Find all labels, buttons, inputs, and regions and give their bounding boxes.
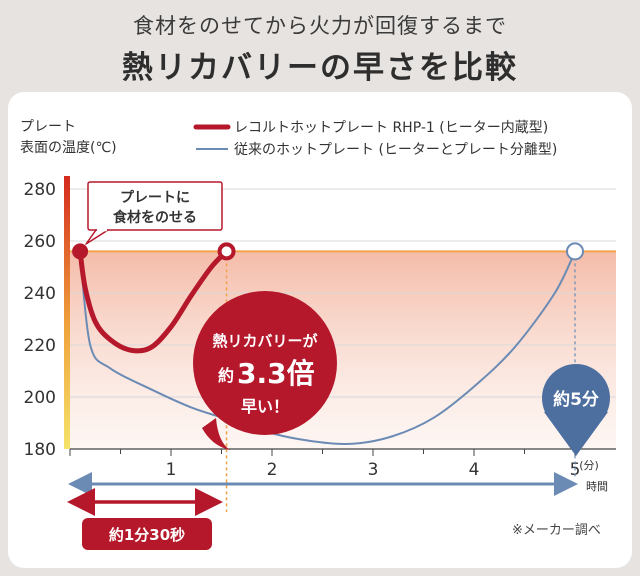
series-line-conventional xyxy=(79,250,576,446)
callout-speed-prefix: 約 xyxy=(218,366,234,385)
series-lines xyxy=(77,248,576,446)
y-tick-label-260: 260 xyxy=(24,232,56,252)
y-tick-labels: 180 200 220 240 260 280 xyxy=(24,180,56,460)
series-points xyxy=(72,242,584,261)
y-axis-label-line1: プレート xyxy=(20,119,76,135)
callout-conventional-time-label: 約5分 xyxy=(553,389,599,410)
callout-place-food: プレートに 食材をのせる xyxy=(85,181,223,245)
x-tick-label-2: 2 xyxy=(267,460,278,480)
x-tick-label-1: 1 xyxy=(166,460,177,480)
point-recolte-end xyxy=(217,242,236,261)
callout-speed-line3: 早い！ xyxy=(241,397,289,416)
y-tick-label-220: 220 xyxy=(24,336,56,356)
callout-place-food-line1: プレートに xyxy=(120,190,190,206)
header-title: 熱リカバリーの早さを比較 xyxy=(122,50,518,86)
x-axis-unit-line2: 時間 xyxy=(586,480,608,493)
axis-bar-fill xyxy=(64,176,70,449)
legend-label-recolte: レコルトホットプレート RHP-1 (ヒーター内蔵型) xyxy=(234,120,548,136)
band-fill xyxy=(70,251,616,449)
callout-speed-bubble: 熱リカバリーが 約 3.3倍 早い！ xyxy=(193,291,337,450)
y-tick-label-240: 240 xyxy=(24,284,56,304)
y-tick-label-200: 200 xyxy=(24,388,56,408)
x-axis-unit-line1: (分) xyxy=(579,459,599,472)
footnote: ※メーカー調べ xyxy=(512,523,601,538)
point-conventional-end xyxy=(566,242,584,261)
y-axis-label-line2: 表面の温度(℃) xyxy=(20,140,117,156)
recolte-time-label-box: 約1分30秒 xyxy=(82,518,212,550)
callout-speed-value: 3.3倍 xyxy=(237,357,315,390)
temperature-axis-bar xyxy=(64,176,70,449)
series-line-recolte xyxy=(77,248,230,354)
point-start xyxy=(72,243,89,260)
y-tick-label-280: 280 xyxy=(24,180,56,200)
callout-place-food-line2: 食材をのせる xyxy=(113,209,197,226)
callout-conventional-time: 約5分 xyxy=(542,364,610,456)
callout-speed-line1: 熱リカバリーが xyxy=(212,332,318,350)
header-subtitle: 食材をのせてから火力が回復するまで xyxy=(133,14,507,38)
x-tick-label-4: 4 xyxy=(469,460,480,480)
legend-label-conventional: 従来のホットプレート (ヒーターとプレート分離型) xyxy=(234,141,557,158)
recolte-time-label: 約1分30秒 xyxy=(109,526,185,544)
y-tick-label-180: 180 xyxy=(24,440,56,460)
x-tick-label-3: 3 xyxy=(368,460,379,480)
target-band xyxy=(70,250,616,449)
